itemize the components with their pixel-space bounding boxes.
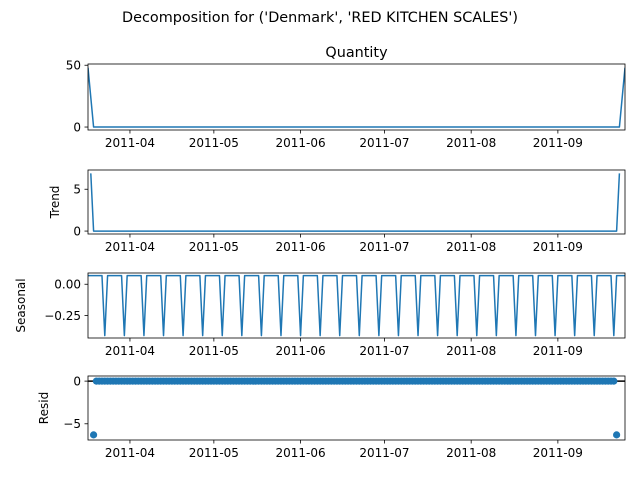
y-tick-label: 0	[73, 120, 81, 134]
seasonal-line	[88, 274, 625, 337]
x-tick-label: 2011-08	[446, 344, 496, 358]
panel-title: Quantity	[325, 45, 388, 61]
x-tick-label: 2011-06	[275, 240, 325, 254]
series-observed	[88, 67, 625, 128]
x-tick-label: 2011-08	[446, 240, 496, 254]
series-resid	[88, 377, 625, 439]
x-tick-label: 2011-07	[359, 240, 409, 254]
observed-axes-frame	[87, 63, 626, 131]
x-tick-label: 2011-04	[105, 344, 155, 358]
panel-seasonal: 2011-04 2011-05 2011-06 2011-07 2011-08 2011-…	[14, 272, 626, 358]
x-tick-label: 2011-05	[189, 344, 239, 358]
x-tick-label: 2011-09	[533, 344, 583, 358]
x-tick-label: 2011-07	[359, 344, 409, 358]
x-tick-label: 2011-09	[533, 136, 583, 150]
y-axis-label: Trend	[48, 186, 62, 220]
trend-line	[90, 173, 621, 232]
y-tick-label: 50	[66, 59, 81, 73]
x-tick-label: 2011-06	[275, 136, 325, 150]
x-tick-label: 2011-06	[275, 344, 325, 358]
y-tick-label: −5	[63, 417, 81, 431]
y-tick-label: −0.25	[44, 309, 81, 323]
x-tick-label: 2011-07	[359, 136, 409, 150]
x-tick-label: 2011-05	[189, 446, 239, 460]
x-tick-label: 2011-09	[533, 446, 583, 460]
panel-resid: 2011-04 2011-05 2011-06 2011-07 2011-08 2011-…	[37, 374, 626, 460]
resid-axes-frame	[87, 375, 626, 441]
y-axis-label: Resid	[37, 392, 51, 424]
figure-title: Decomposition for ('Denmark', 'RED KITCH…	[122, 10, 518, 26]
x-tick-label: 2011-04	[105, 136, 155, 150]
seasonal-axes-frame	[87, 272, 626, 339]
x-tick-label: 2011-05	[189, 136, 239, 150]
panel-trend: 2011-04 2011-05 2011-06 2011-07 2011-08 2011-…	[48, 169, 626, 254]
panels: 2011-04 2011-05 2011-06 2011-07 2011-08 2011-…	[14, 45, 626, 460]
y-axis-label: Seasonal	[14, 278, 28, 332]
resid-point	[89, 431, 98, 439]
y-tick-label: 0.00	[54, 278, 81, 292]
x-tick-label: 2011-08	[446, 446, 496, 460]
y-tick-label: 0	[73, 224, 81, 238]
x-tick-label: 2011-08	[446, 136, 496, 150]
y-tick-label: 0	[73, 374, 81, 388]
resid-point	[610, 377, 618, 385]
x-tick-label: 2011-07	[359, 446, 409, 460]
y-tick-label: 5	[73, 183, 81, 197]
series-seasonal	[88, 274, 625, 337]
observed-line	[88, 67, 625, 128]
x-tick-label: 2011-04	[105, 240, 155, 254]
trend-axes-frame	[87, 169, 626, 235]
x-tick-label: 2011-06	[275, 446, 325, 460]
resid-point	[613, 431, 621, 439]
panel-observed: 2011-04 2011-05 2011-06 2011-07 2011-08 2011-…	[66, 45, 626, 150]
x-tick-label: 2011-09	[533, 240, 583, 254]
series-trend	[90, 173, 621, 232]
x-tick-label: 2011-05	[189, 240, 239, 254]
x-tick-label: 2011-04	[105, 446, 155, 460]
